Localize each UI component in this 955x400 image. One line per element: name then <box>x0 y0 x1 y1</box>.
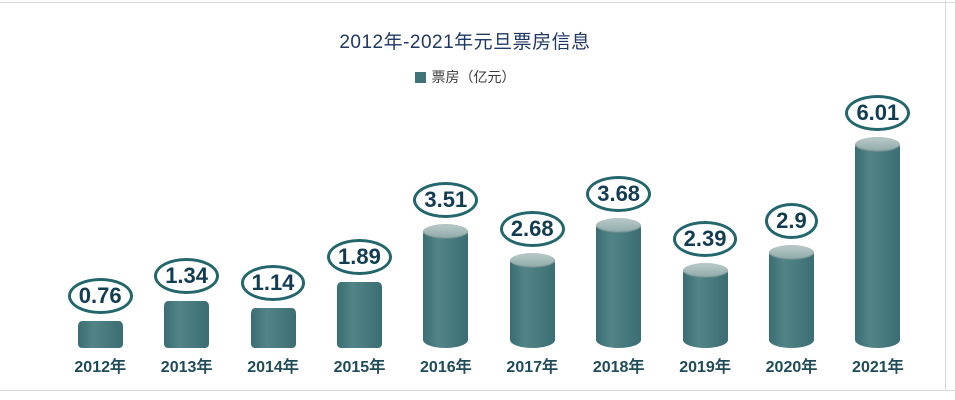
chart-border-top <box>0 2 955 3</box>
data-label-2016年: 3.51 <box>413 182 479 218</box>
category-label-2014年: 2014年 <box>247 359 299 376</box>
legend[interactable]: 票房（亿元） <box>0 67 930 87</box>
data-label-2012年: 0.76 <box>67 278 133 314</box>
bar-2016年[interactable] <box>423 224 469 348</box>
category-label-2019年: 2019年 <box>679 359 731 376</box>
bar-column-2020年: 2.9 <box>748 203 834 348</box>
bar-column-2019年: 2.39 <box>662 221 748 348</box>
data-label-2017年: 2.68 <box>499 211 565 247</box>
bar-column-2016年: 3.51 <box>403 182 489 348</box>
bar-2012年[interactable] <box>77 321 123 348</box>
bar-2015年[interactable] <box>336 282 382 348</box>
bar-2017年[interactable] <box>509 253 555 348</box>
bar-top-face <box>509 253 555 268</box>
category-label-2021年: 2021年 <box>852 359 904 376</box>
chart-border-bottom <box>0 390 955 391</box>
bar-column-2012年: 0.76 <box>57 278 143 348</box>
chart-title: 2012年-2021年元旦票房信息 <box>339 32 591 53</box>
legend-square-icon <box>414 72 426 83</box>
bar-top-face <box>682 263 728 278</box>
data-label-2014年: 1.14 <box>240 265 306 301</box>
bar-2020年[interactable] <box>768 245 814 348</box>
category-label-2013年: 2013年 <box>160 359 213 376</box>
plot-area: 0.76 1.34 1.14 1.89 3.51 2.68 3.68 2.39 2.9 6.01 <box>57 0 921 348</box>
category-label-2012年: 2012年 <box>74 359 126 376</box>
data-label-2015年: 1.89 <box>327 239 392 275</box>
category-label-2018年: 2018年 <box>592 359 645 376</box>
category-label-2016年: 2016年 <box>420 359 472 376</box>
data-label-2020年: 2.9 <box>765 203 818 239</box>
bar-column-2015年: 1.89 <box>316 239 402 348</box>
bar-2019年[interactable] <box>682 263 728 348</box>
bar-column-2018年: 3.68 <box>575 176 661 348</box>
data-label-2013年: 1.34 <box>154 258 220 294</box>
chart-border-right <box>945 0 946 391</box>
bar-column-2017年: 2.68 <box>489 211 575 348</box>
bar-top-face <box>423 224 469 239</box>
bar-2018年[interactable] <box>596 218 642 348</box>
bar-column-2014年: 1.14 <box>230 265 316 348</box>
bar-2014年[interactable] <box>250 308 296 348</box>
category-label-2015年: 2015年 <box>333 359 386 376</box>
bar-top-face <box>768 245 814 260</box>
bar-column-2021年: 6.01 <box>835 95 921 348</box>
data-label-2018年: 3.68 <box>586 176 652 212</box>
bar-top-face <box>596 218 642 233</box>
bar-2013年[interactable] <box>164 301 210 348</box>
category-label-2020年: 2020年 <box>765 359 818 376</box>
bar-column-2013年: 1.34 <box>143 258 229 348</box>
data-label-2019年: 2.39 <box>672 221 738 257</box>
legend-label: 票房（亿元） <box>431 69 516 85</box>
category-axis: 2012年 2013年 2014年 2015年 2016年 2017年 2018年 2019年… <box>57 353 921 377</box>
bar-2021年[interactable] <box>855 137 901 348</box>
category-label-2017年: 2017年 <box>506 359 559 376</box>
data-label-2021年: 6.01 <box>845 95 911 131</box>
bar-top-face <box>855 137 901 152</box>
